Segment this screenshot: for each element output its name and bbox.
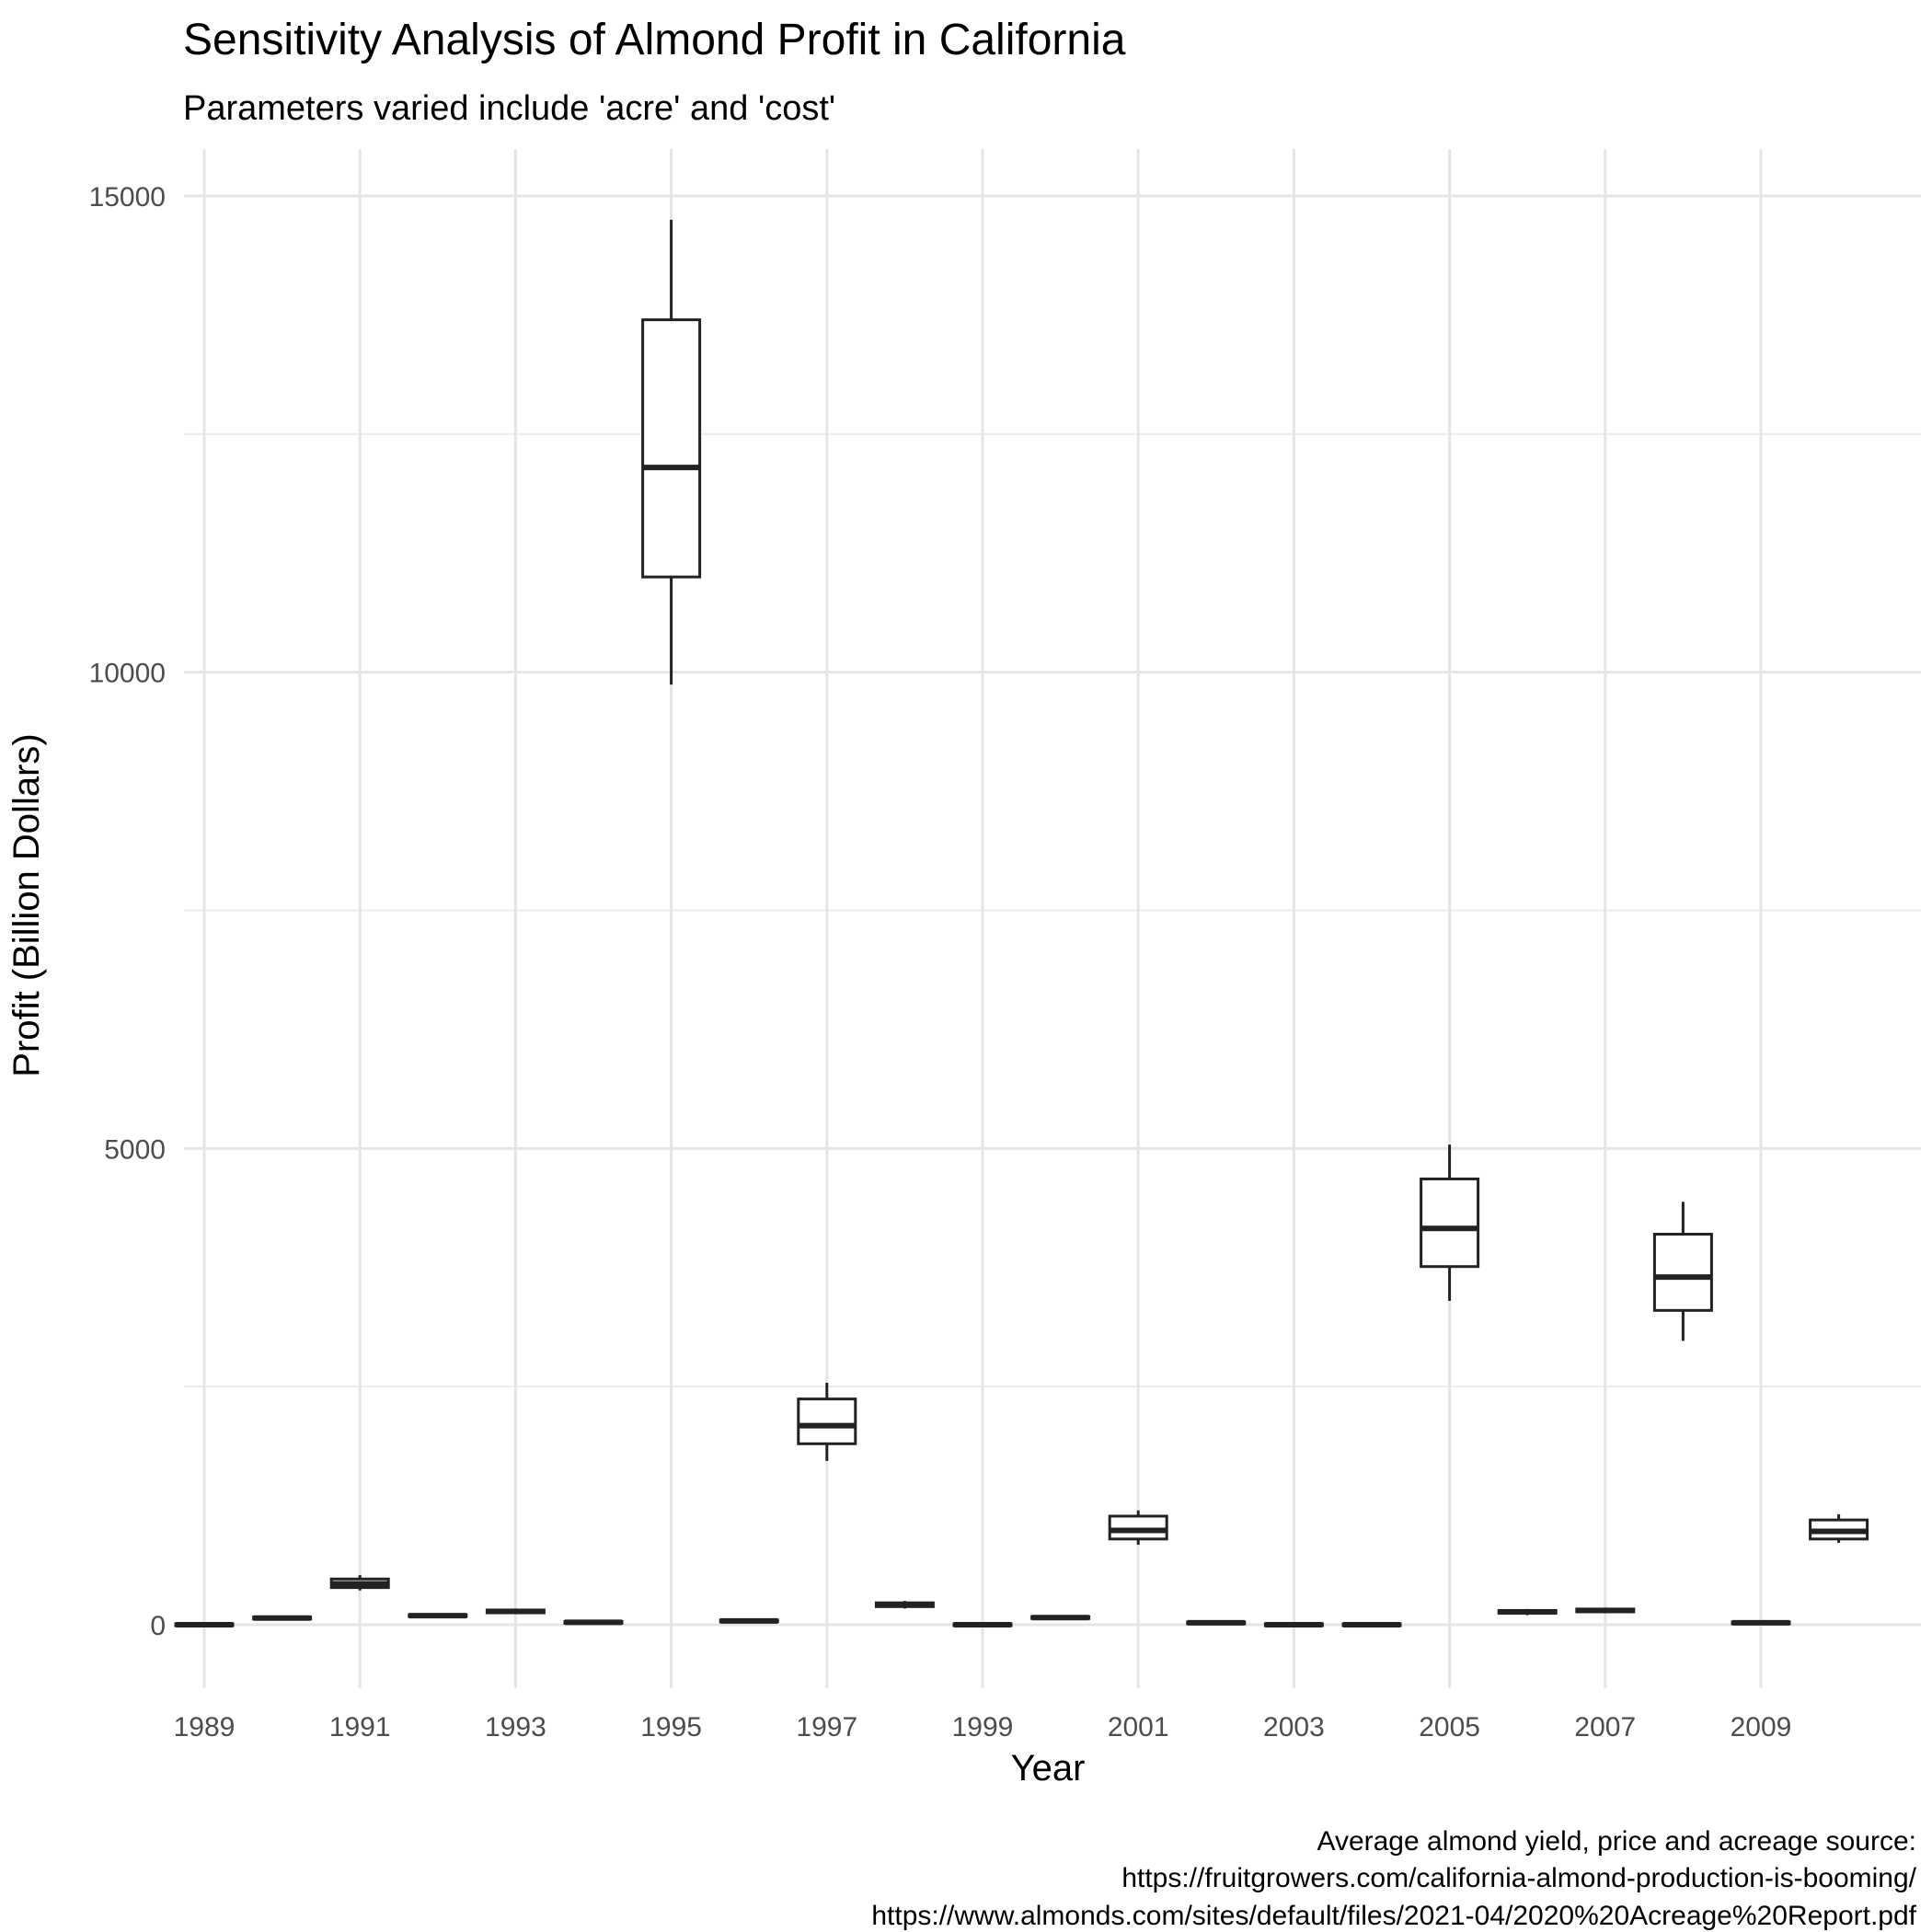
grid [184,149,1921,1688]
caption-line-2: https://fruitgrowers.com/california-almo… [1121,1863,1916,1893]
box-body [1652,1233,1713,1312]
y-axis-ticks: 0 5000 10000 15000 [89,182,166,1641]
x-axis-title: Year [1011,1748,1086,1788]
box-body [641,318,702,579]
box-1989 [174,1622,235,1627]
box-2000 [1030,1615,1091,1621]
box-2006 [1497,1608,1558,1616]
boxes [174,219,1869,1627]
box-1990 [252,1615,313,1621]
box-1992 [408,1613,468,1619]
x-tick-label: 2001 [1108,1712,1169,1742]
box-1993 [485,1608,546,1615]
box-2001 [1108,1510,1168,1546]
box-2003 [1263,1622,1324,1627]
x-tick-label: 2005 [1419,1712,1480,1742]
box-2009 [1731,1619,1791,1626]
box-1998 [874,1601,935,1609]
caption-line-1: Average almond yield, price and acreage … [1317,1826,1916,1857]
box-2010 [1809,1513,1869,1543]
x-tick-label: 1999 [952,1712,1014,1742]
box-2005 [1420,1144,1480,1301]
chart-title: Sensitivity Analysis of Almond Profit in… [183,16,1126,64]
x-tick-label: 2003 [1263,1712,1325,1742]
box-1999 [952,1622,1013,1627]
y-axis-title: Profit (Billion Dollars) [6,733,47,1076]
box-1991 [329,1575,390,1591]
box-2004 [1341,1622,1402,1627]
box-body [1420,1177,1480,1269]
box-1997 [797,1383,857,1461]
chart-subtitle: Parameters varied include 'acre' and 'co… [183,89,835,128]
y-tick-label: 0 [150,1611,166,1641]
x-tick-label: 1989 [174,1712,236,1742]
y-tick-label: 5000 [104,1134,166,1165]
caption-line-3: https://www.almonds.com/sites/default/fi… [871,1901,1916,1931]
y-tick-label: 10000 [89,659,166,689]
box-2008 [1652,1202,1713,1341]
box-2007 [1575,1607,1636,1614]
box-body [1108,1514,1168,1541]
x-tick-label: 1997 [796,1712,857,1742]
x-tick-label: 2007 [1574,1712,1636,1742]
box-1996 [719,1617,779,1624]
box-1995 [641,219,702,685]
box-body [797,1397,857,1445]
x-tick-label: 1995 [640,1712,702,1742]
x-tick-label: 1993 [485,1712,546,1742]
box-1994 [563,1619,624,1626]
y-tick-label: 15000 [89,182,166,213]
x-tick-label: 2009 [1731,1712,1792,1742]
box-2002 [1186,1619,1247,1626]
x-axis-ticks: 1989 1991 1993 1995 1997 1999 2001 2003 2005 2007… [174,1712,1792,1742]
x-tick-label: 1991 [329,1712,391,1742]
